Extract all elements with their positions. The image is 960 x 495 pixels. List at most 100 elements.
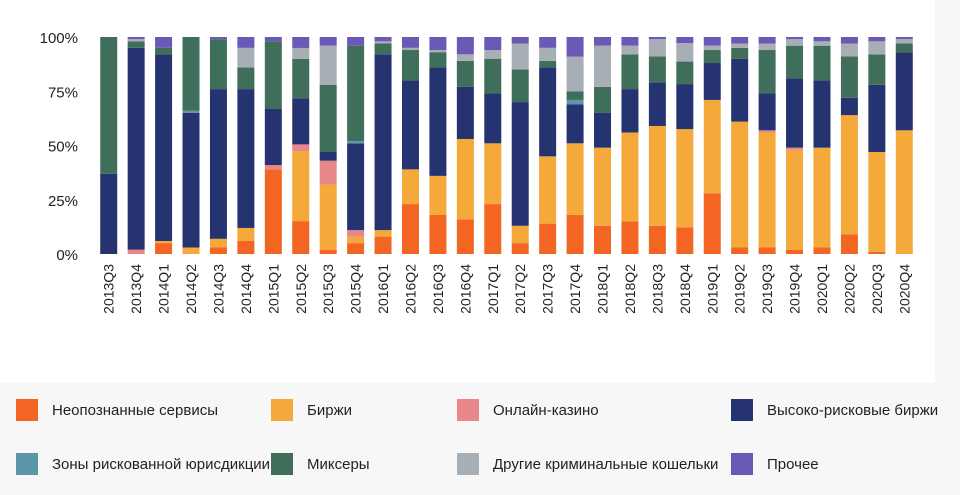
- bar-segment-2017Q2-s7: [511, 37, 529, 44]
- bar-segment-2014Q2-s4: [182, 110, 200, 113]
- bar-segment-2019Q1-s7: [703, 37, 721, 46]
- bar-segment-2018Q3-s7: [648, 37, 666, 40]
- bar-segment-2017Q3-s6: [539, 47, 557, 61]
- bar-segment-2015Q1-s2: [264, 165, 282, 170]
- stacked-bar-chart: 0% 25% 50% 75% 100% 2013Q3 2013Q4 2014Q1 2014Q2 2…: [40, 30, 913, 314]
- x-tick-label: 2017Q2: [512, 264, 528, 314]
- x-tick-label: 2017Q4: [567, 264, 583, 314]
- bar-segment-2016Q4-s1: [456, 138, 474, 220]
- bar-segment-2015Q1-s7: [264, 37, 282, 42]
- legend-item: Неопознанные сервисы: [16, 399, 218, 421]
- bar-segment-2018Q2-s7: [621, 37, 639, 46]
- x-tick-label: 2020Q1: [814, 264, 830, 314]
- bar-segment-2017Q4-s0: [566, 214, 584, 254]
- x-tick-label: 2019Q2: [732, 264, 748, 314]
- y-tick-label: 100%: [40, 30, 78, 47]
- bar-segment-2013Q3-s5: [100, 37, 118, 174]
- x-tick-label: 2020Q2: [841, 264, 857, 314]
- bar-segment-2016Q3-s5: [429, 52, 447, 68]
- x-tick-label: 2019Q4: [787, 264, 803, 314]
- bar-segment-2016Q2-s1: [401, 169, 419, 205]
- x-tick-label: 2015Q2: [293, 264, 309, 314]
- bar-segment-2016Q4-s7: [456, 37, 474, 55]
- bar-segment-2020Q4-s3: [895, 52, 913, 131]
- bar-segment-2020Q3-s0: [868, 251, 886, 254]
- bar-segment-2019Q4-s6: [786, 39, 804, 46]
- bar-segment-2017Q1-s5: [484, 58, 502, 94]
- bar-segment-2020Q2-s7: [840, 37, 858, 44]
- bar-segment-2018Q3-s1: [648, 125, 666, 226]
- bar-segment-2016Q1-s6: [374, 41, 392, 44]
- bar-segment-2015Q2-s2: [292, 144, 310, 151]
- bar-segment-2015Q3-s3: [319, 152, 337, 161]
- bar-segment-2015Q4-s4: [347, 141, 365, 144]
- bar-segment-2016Q2-s3: [401, 80, 419, 170]
- y-tick-label: 50%: [48, 139, 78, 156]
- legend-swatch: [16, 399, 38, 421]
- legend-label: Биржи: [307, 401, 352, 419]
- bar-segment-2016Q4-s3: [456, 86, 474, 139]
- bar-segment-2015Q4-s3: [347, 143, 365, 231]
- x-tick-label: 2018Q3: [649, 264, 665, 314]
- bar-segment-2017Q1-s7: [484, 37, 502, 51]
- bar-segment-2019Q1-s5: [703, 50, 721, 64]
- bar-segment-2014Q1-s0: [155, 243, 173, 254]
- bar-segment-2018Q2-s6: [621, 45, 639, 55]
- x-tick-label: 2014Q4: [238, 264, 254, 314]
- bar-segment-2018Q2-s1: [621, 132, 639, 222]
- legend-label: Онлайн-казино: [493, 401, 599, 419]
- bar-segment-2017Q3-s1: [539, 156, 557, 224]
- bar-segment-2018Q4-s5: [676, 61, 694, 85]
- bar-segment-2015Q3-s2: [319, 160, 337, 185]
- bar-segment-2015Q3-s0: [319, 249, 337, 254]
- bar-segment-2017Q4-s6: [566, 56, 584, 92]
- bar-segment-2018Q3-s5: [648, 56, 666, 83]
- bar-segment-2017Q4-s5: [566, 91, 584, 100]
- x-tick-label: 2016Q3: [430, 264, 446, 314]
- bar-segment-2013Q3-s3: [100, 173, 118, 254]
- bar-segment-2018Q4-s1: [676, 129, 694, 228]
- bar-segment-2019Q2-s0: [731, 247, 749, 254]
- bar-segment-2016Q3-s0: [429, 214, 447, 254]
- bar-segment-2018Q1-s5: [594, 86, 612, 113]
- x-tick-label: 2020Q4: [896, 264, 912, 314]
- bar-segment-2016Q4-s6: [456, 54, 474, 61]
- bar-segment-2016Q3-s1: [429, 175, 447, 215]
- bar-segment-2015Q2-s0: [292, 221, 310, 254]
- bar-segment-2018Q3-s6: [648, 39, 666, 57]
- bar-segment-2018Q3-s3: [648, 82, 666, 126]
- bar-segment-2014Q1-s5: [155, 47, 173, 55]
- bar-segment-2016Q2-s7: [401, 37, 419, 48]
- x-tick-label: 2013Q4: [128, 264, 144, 314]
- bar-segment-2020Q3-s5: [868, 54, 886, 85]
- bar-segment-2017Q1-s3: [484, 93, 502, 144]
- legend-swatch: [271, 453, 293, 475]
- bar-segment-2016Q2-s6: [401, 47, 419, 51]
- bar-segment-2016Q2-s0: [401, 204, 419, 254]
- legend-label: Высоко-рисковые биржи: [767, 401, 939, 419]
- bar-segment-2018Q1-s7: [594, 37, 612, 46]
- legend-item: Зоны рискованной юрисдикции: [16, 453, 270, 475]
- bar-segment-2020Q1-s0: [813, 247, 831, 254]
- bar-segment-2017Q3-s7: [539, 37, 557, 48]
- bar-segment-2015Q1-s3: [264, 108, 282, 166]
- x-tick-label: 2014Q1: [156, 264, 172, 314]
- legend-swatch: [457, 399, 479, 421]
- bar-segment-2020Q2-s6: [840, 43, 858, 57]
- bar-segment-2019Q4-s1: [786, 149, 804, 250]
- legend-label: Миксеры: [307, 455, 370, 473]
- y-tick-label: 0%: [56, 247, 78, 264]
- bar-segment-2017Q1-s6: [484, 50, 502, 59]
- bar-segment-2015Q4-s0: [347, 243, 365, 254]
- bar-segment-2019Q4-s3: [786, 78, 804, 148]
- bar-segment-2018Q3-s0: [648, 225, 666, 254]
- x-tick-label: 2018Q2: [622, 264, 638, 314]
- legend-swatch: [731, 453, 753, 475]
- x-tick-label: 2018Q4: [677, 264, 693, 314]
- legend-swatch: [16, 453, 38, 475]
- bar-segment-2020Q2-s0: [840, 234, 858, 254]
- bar-segment-2019Q1-s3: [703, 63, 721, 100]
- bar-segment-2017Q2-s1: [511, 225, 529, 244]
- bar-segment-2020Q2-s1: [840, 115, 858, 235]
- bar-segment-2014Q4-s7: [237, 37, 255, 48]
